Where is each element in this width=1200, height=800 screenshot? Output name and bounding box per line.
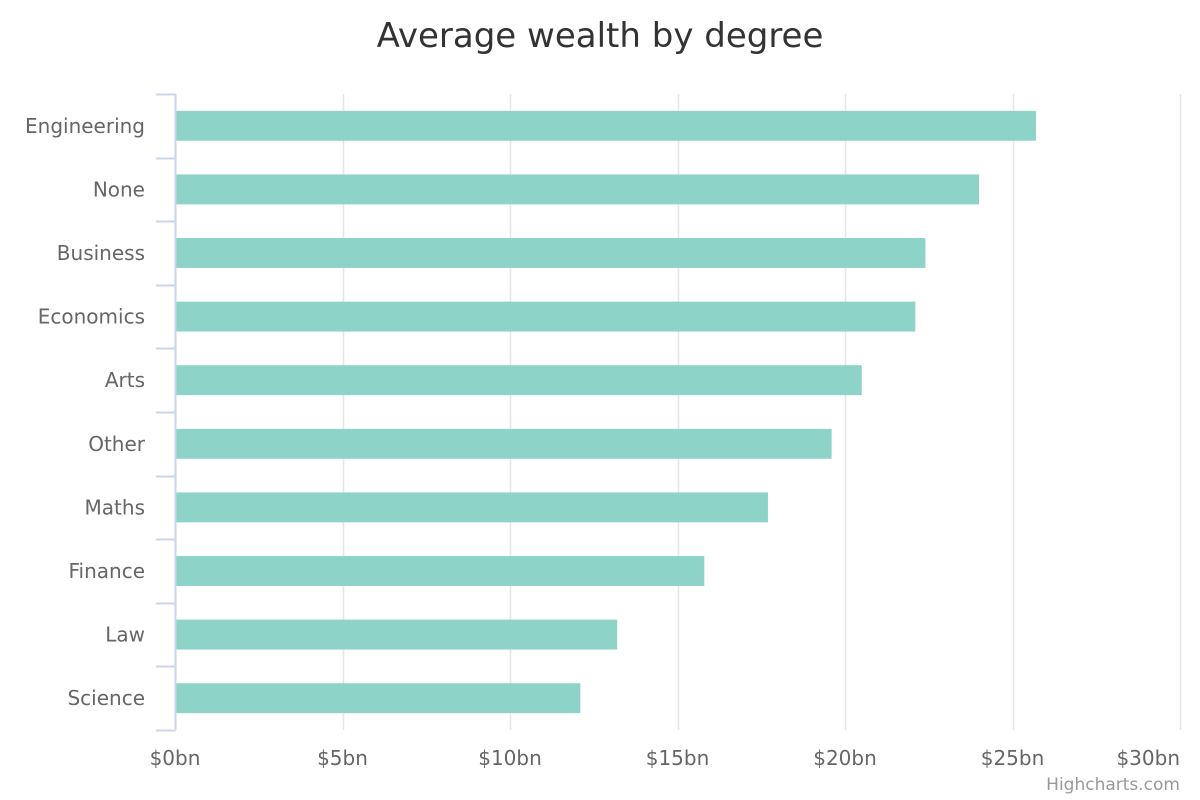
bar-other[interactable] [176, 428, 832, 459]
bar-none[interactable] [176, 174, 979, 205]
category-label-maths: Maths [85, 495, 145, 519]
tick-label-5: $5bn [317, 746, 368, 770]
category-label-economics: Economics [38, 305, 145, 329]
category-label-business: Business [57, 241, 145, 265]
tick-label-15: $15bn [646, 746, 710, 770]
tick-label-20: $20bn [813, 746, 877, 770]
bar-law[interactable] [176, 619, 618, 650]
bar-maths[interactable] [176, 492, 768, 523]
bars [176, 110, 1036, 714]
bar-business[interactable] [176, 238, 926, 268]
bar-arts[interactable] [176, 365, 862, 396]
category-label-other: Other [88, 432, 146, 456]
category-label-science: Science [67, 686, 145, 710]
category-label-engineering: Engineering [25, 114, 145, 138]
category-label-none: None [93, 177, 145, 201]
tick-label-10: $10bn [478, 746, 542, 770]
category-label-arts: Arts [105, 368, 145, 392]
bar-engineering[interactable] [176, 110, 1036, 141]
tick-label-25: $25bn [981, 746, 1045, 770]
bar-economics[interactable] [176, 301, 916, 332]
category-axis [156, 93, 177, 732]
category-labels: Engineering None Business Economics Arts Othe… [25, 114, 146, 710]
chart-title: Average wealth by degree [377, 16, 824, 56]
credits-link[interactable]: Highcharts.com [1046, 775, 1180, 795]
bar-finance[interactable] [176, 556, 705, 586]
tick-label-30: $30bn [1116, 746, 1180, 770]
category-label-law: Law [105, 623, 145, 647]
tick-label-0: $0bn [150, 746, 201, 770]
bar-science[interactable] [176, 683, 581, 714]
category-label-finance: Finance [68, 559, 145, 583]
value-axis-labels: $0bn $5bn $10bn $15bn $20bn $25bn $30bn [150, 746, 1180, 770]
